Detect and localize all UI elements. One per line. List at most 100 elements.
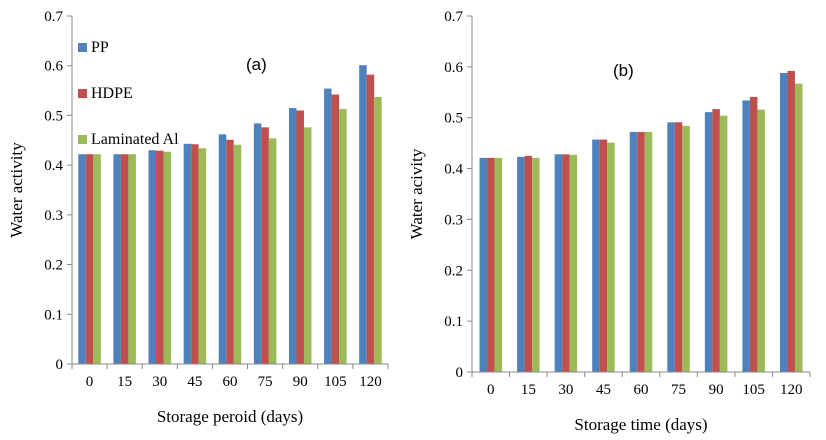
bar-hdpe-60 xyxy=(226,139,234,364)
legend-label-laminated-al: Laminated Al xyxy=(91,131,179,148)
bar-series-1-75 xyxy=(667,122,675,372)
bar-series-1-60 xyxy=(629,131,638,372)
y-tick-label: 0.1 xyxy=(44,307,63,323)
bar-series-2-90 xyxy=(712,109,720,372)
bar-pp-120 xyxy=(359,65,367,365)
y-tick-label: 0.6 xyxy=(444,60,463,76)
bar-hdpe-30 xyxy=(156,150,164,364)
legend-swatch-laminated-al xyxy=(78,135,87,144)
bar-series-2-60 xyxy=(637,131,645,372)
bar-series-1-45 xyxy=(592,139,600,372)
x-tick-label: 120 xyxy=(359,374,382,390)
bar-series-2-120 xyxy=(787,70,795,372)
bar-laminated-al-60 xyxy=(233,144,242,364)
x-tick-label: 75 xyxy=(258,374,273,390)
y-tick-label: 0.6 xyxy=(44,59,63,75)
bar-laminated-al-120 xyxy=(374,97,382,364)
bar-hdpe-90 xyxy=(296,110,304,364)
bar-series-1-0 xyxy=(479,157,488,372)
bar-series-2-75 xyxy=(674,122,683,372)
bar-pp-90 xyxy=(288,107,297,364)
bar-series-1-90 xyxy=(704,112,713,373)
x-tick-label: 30 xyxy=(152,374,167,390)
bar-hdpe-105 xyxy=(331,94,340,364)
x-tick-label: 60 xyxy=(223,374,238,390)
bar-series-3-105 xyxy=(757,109,765,372)
bar-series-1-30 xyxy=(554,154,563,372)
bar-series-2-30 xyxy=(562,154,570,372)
x-axis-title: Storage peroid (days) xyxy=(157,407,303,426)
y-tick-label: 0.5 xyxy=(44,108,63,124)
x-tick-label: 105 xyxy=(742,382,765,398)
bar-series-3-45 xyxy=(607,142,615,372)
bar-series-2-0 xyxy=(487,157,495,372)
bar-series-3-0 xyxy=(494,157,503,372)
bar-pp-15 xyxy=(113,154,121,364)
bar-laminated-al-0 xyxy=(93,154,101,364)
x-tick-label: 60 xyxy=(634,382,649,398)
x-tick-label: 120 xyxy=(780,382,803,398)
x-tick-label: 45 xyxy=(596,382,611,398)
y-tick-label: 0.4 xyxy=(44,158,63,174)
x-tick-label: 90 xyxy=(293,374,308,390)
legend-swatch-hdpe xyxy=(78,89,87,98)
bar-series-2-105 xyxy=(749,96,758,372)
bar-pp-0 xyxy=(78,154,86,364)
bar-pp-45 xyxy=(183,143,192,364)
bar-series-3-60 xyxy=(644,131,653,372)
bar-pp-60 xyxy=(218,134,227,364)
bar-pp-30 xyxy=(148,150,157,364)
x-axis-title: Storage time (days) xyxy=(574,415,707,434)
x-tick-label: 45 xyxy=(187,374,202,390)
bar-laminated-al-90 xyxy=(303,127,312,364)
bar-laminated-al-105 xyxy=(339,108,347,364)
y-tick-label: 0.7 xyxy=(44,9,63,25)
bar-hdpe-15 xyxy=(120,154,129,364)
bar-series-2-15 xyxy=(524,155,533,372)
y-tick-label: 0.2 xyxy=(444,263,463,279)
bar-laminated-al-75 xyxy=(268,138,277,364)
bar-series-2-45 xyxy=(599,139,608,372)
x-tick-label: 75 xyxy=(671,382,686,398)
x-tick-label: 90 xyxy=(709,382,724,398)
chart-panel-a: 0 0.1 0.2 0.3 0.4 0.5 0.6 0.7 0 15 30 45 60 75 90 105 12… xyxy=(7,9,389,426)
bar-series-1-105 xyxy=(742,100,750,373)
bar-hdpe-75 xyxy=(261,127,269,364)
y-tick-label: 0 xyxy=(456,365,464,381)
bar-series-3-75 xyxy=(682,125,690,372)
x-tick-label: 30 xyxy=(558,382,573,398)
panel-label: (a) xyxy=(246,55,267,74)
bar-series-3-30 xyxy=(569,154,578,372)
y-tick-label: 0.4 xyxy=(444,162,463,178)
bar-series-1-120 xyxy=(779,72,788,373)
bar-pp-75 xyxy=(253,123,262,364)
bar-pp-105 xyxy=(324,88,332,364)
x-tick-label: 15 xyxy=(521,382,536,398)
bar-hdpe-120 xyxy=(366,74,375,365)
bar-series-3-15 xyxy=(532,157,540,372)
y-tick-label: 0 xyxy=(56,357,64,373)
x-tick-label: 0 xyxy=(487,382,495,398)
y-tick-label: 0.1 xyxy=(444,314,463,330)
y-tick-label: 0.3 xyxy=(44,208,63,224)
x-tick-label: 105 xyxy=(324,374,347,390)
y-axis-title: Water acivity xyxy=(407,148,426,239)
chart-panel-b: 0 0.1 0.2 0.3 0.4 0.5 0.6 0.7 0 15 30 45 60 75 90 105 12… xyxy=(407,9,811,434)
bar-series-3-90 xyxy=(719,115,728,373)
panel-label: (b) xyxy=(613,61,634,80)
bar-hdpe-45 xyxy=(191,144,199,364)
y-tick-label: 0.3 xyxy=(444,212,463,228)
bar-laminated-al-30 xyxy=(163,151,172,364)
x-tick-label: 0 xyxy=(86,374,94,390)
bar-hdpe-0 xyxy=(85,154,94,364)
y-tick-label: 0.7 xyxy=(444,9,463,25)
y-tick-label: 0.2 xyxy=(44,258,63,274)
bar-laminated-al-15 xyxy=(128,154,136,364)
x-tick-label: 15 xyxy=(117,374,132,390)
legend-label-pp: PP xyxy=(91,39,109,56)
legend-swatch-pp xyxy=(78,43,87,52)
bar-series-1-15 xyxy=(517,156,525,372)
bar-series-3-120 xyxy=(794,83,803,372)
y-tick-label: 0.5 xyxy=(444,111,463,127)
